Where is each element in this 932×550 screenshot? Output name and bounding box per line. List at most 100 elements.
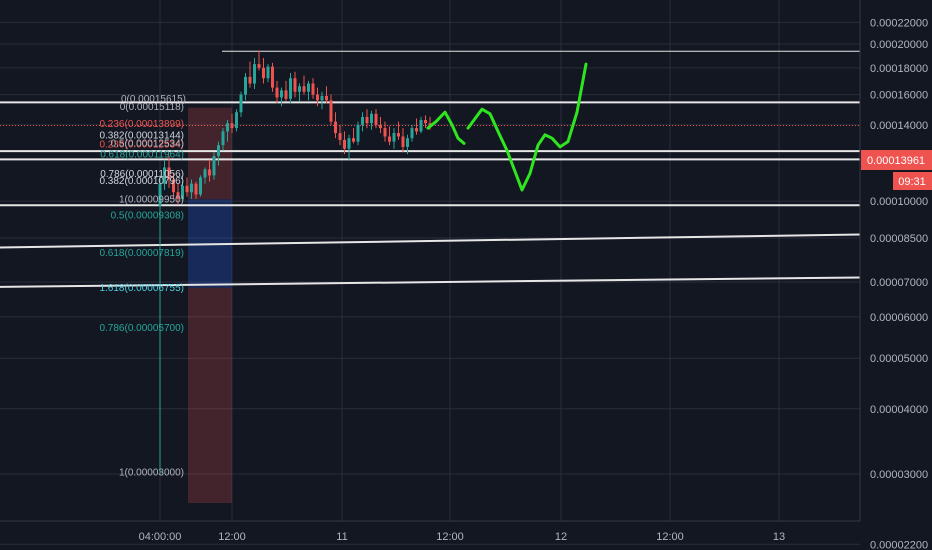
candle-body (226, 123, 229, 132)
candle-body (163, 167, 166, 184)
x-tick-label: 13 (773, 531, 785, 543)
x-tick-label: 12:00 (436, 531, 464, 543)
candle (392, 128, 396, 149)
fib-level-label: 0.786(0.00011056) (100, 169, 184, 180)
candle-body (266, 66, 270, 79)
candle-body (203, 169, 207, 178)
y-tick-label: 0.00008500 (870, 233, 928, 245)
candle (262, 58, 265, 84)
candle-body (406, 138, 409, 147)
candle (361, 112, 364, 132)
candle (158, 175, 162, 474)
price-axis[interactable]: 0.00022000 0.00020000 0.00018000 0.00016000… (870, 17, 928, 550)
fib-labels: 0(0.00015615)0(0.00015118) 0.236(0.000138… (99, 94, 186, 479)
candle-body (392, 133, 396, 142)
candle (370, 110, 373, 130)
x-tick-label: 12 (555, 531, 567, 543)
x-tick-label: 12:00 (218, 531, 246, 543)
candle (338, 124, 342, 146)
candle (230, 113, 234, 134)
candle (257, 50, 261, 71)
candle-body (275, 87, 279, 98)
y-tick-label: 0.00010000 (870, 196, 928, 208)
candle-body (356, 124, 360, 142)
candle-body (329, 100, 333, 122)
candle-body (338, 133, 342, 140)
candle (424, 115, 427, 129)
candle (176, 183, 180, 205)
candle-body (212, 156, 216, 176)
candle-body (221, 131, 225, 146)
candle-body (185, 185, 189, 193)
candle (172, 173, 175, 199)
x-tick-label: 12:00 (656, 531, 684, 543)
candle (401, 128, 405, 153)
y-tick-label: 0.00002200 (870, 539, 928, 550)
trendlines (0, 233, 861, 288)
candle-body (415, 128, 418, 132)
candle (419, 116, 423, 134)
candle (406, 134, 409, 155)
candle-body (383, 128, 387, 137)
candle (239, 91, 243, 117)
candle-body (370, 113, 373, 124)
candle-body (217, 145, 220, 157)
candle-body (428, 123, 432, 126)
fib-level-label: 0.5(0.00009308) (111, 211, 184, 222)
candle (280, 87, 283, 107)
candle (275, 80, 279, 104)
fib-level-label: 1(0.00003000) (119, 467, 184, 478)
y-tick-label: 0.00016000 (870, 90, 928, 102)
candle (320, 91, 324, 110)
candle-body (397, 133, 400, 137)
candle (248, 61, 252, 88)
y-tick-label: 0.00003000 (870, 469, 928, 481)
candle (221, 128, 225, 151)
fib-level-label: 0.618(0.00007819) (99, 248, 184, 259)
candle (410, 124, 414, 142)
candle-body (230, 123, 234, 129)
candle-body (167, 167, 171, 180)
candle-body (208, 169, 211, 176)
candle-body (176, 192, 180, 199)
candle (298, 83, 301, 102)
candle-body (307, 83, 310, 92)
y-tick-label: 0.00022000 (870, 17, 928, 29)
candle-body (257, 64, 261, 68)
candle (293, 71, 297, 98)
candle (194, 181, 198, 199)
countdown-label-bg (893, 172, 932, 190)
candle (397, 121, 400, 140)
trendline (0, 233, 861, 249)
candle-body (424, 120, 427, 124)
candle-body (235, 112, 238, 129)
candle (302, 75, 306, 95)
candle (235, 109, 238, 132)
fib-level-label: 1(0.00009950) (119, 194, 184, 205)
projection-drawing (426, 62, 588, 192)
fib-level-label: 0.382(0.00010796) (99, 176, 184, 187)
candle-body (172, 179, 175, 193)
candle-body (158, 183, 162, 206)
fib-level-label: 0.5(0.00012534) (111, 139, 184, 150)
candle-body (302, 86, 306, 92)
candle-body (190, 183, 193, 193)
y-tick-label: 0.00004000 (870, 404, 928, 416)
candle (217, 141, 220, 166)
fib-level-label: 0.618(0.00011964) (100, 150, 184, 161)
candle (271, 62, 274, 92)
candle (325, 86, 328, 104)
candle (199, 175, 202, 197)
candle-body (280, 90, 283, 98)
candle (284, 80, 288, 102)
candle-body (365, 116, 369, 124)
candle (163, 159, 166, 191)
candle-body (388, 136, 391, 142)
x-tick-label: 11 (336, 531, 347, 543)
candle-body (289, 78, 292, 99)
time-axis[interactable]: 04:00:00 12:00 11 12:00 12 12:00 13 (139, 531, 786, 543)
candle-body (239, 94, 243, 113)
risk-box-lower (188, 287, 232, 503)
